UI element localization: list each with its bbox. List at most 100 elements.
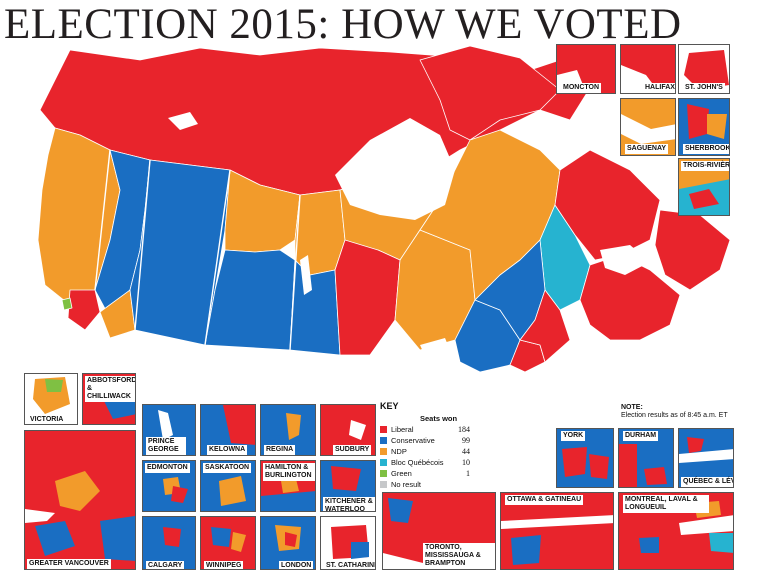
inset-trois-rivieres: TROIS-RIVIÈRES bbox=[678, 158, 730, 216]
legend-name-bloc: Bloc Québécois bbox=[391, 458, 444, 467]
inset-london-label: LONDON bbox=[279, 561, 314, 569]
inset-moncton: MONCTON bbox=[556, 44, 616, 94]
great-slave-lake bbox=[168, 112, 198, 130]
inset-hamilton: HAMILTON & BURLINGTON bbox=[260, 460, 316, 512]
legend-seats-liberal: 184 bbox=[458, 425, 470, 434]
inset-york: YORK bbox=[556, 428, 614, 488]
inset-st-johns: ST. JOHN'S bbox=[678, 44, 730, 94]
inset-durham-label: DURHAM bbox=[623, 431, 659, 441]
inset-winnipeg-label: WINNIPEG bbox=[204, 561, 244, 569]
inset-sherbrooke: SHERBROOKE bbox=[678, 98, 730, 156]
inset-halifax-label: HALIFAX bbox=[643, 83, 675, 93]
inset-ottawa-label: OTTAWA & GATINEAU bbox=[505, 495, 584, 505]
inset-st-catharines: ST. CATHARINES bbox=[320, 516, 376, 570]
inset-saguenay: SAGUENAY bbox=[620, 98, 676, 156]
inset-halifax: HALIFAX bbox=[620, 44, 676, 94]
legend-row-ndp: NDP 44 bbox=[380, 447, 478, 457]
legend-seats-header: Seats won bbox=[420, 414, 458, 423]
inset-prince-george: PRINCE GEORGE bbox=[142, 404, 196, 456]
inset-abbotsford: ABBOTSFORD & CHILLIWACK bbox=[82, 373, 136, 425]
inset-saskatoon: SASKATOON bbox=[200, 460, 256, 512]
legend-seats-green: 1 bbox=[466, 469, 470, 478]
inset-calgary: CALGARY bbox=[142, 516, 196, 570]
inset-st-johns-label: ST. JOHN'S bbox=[683, 83, 725, 93]
inset-sudbury-label: SUDBURY bbox=[333, 445, 372, 455]
inset-quebec-label: QUÉBEC & LÉVIS bbox=[681, 477, 733, 487]
canada-national-map bbox=[37, 45, 731, 373]
inset-greater-vancouver-label: GREATER VANCOUVER bbox=[27, 559, 111, 569]
inset-greater-vancouver: GREATER VANCOUVER bbox=[24, 430, 136, 570]
legend-row-liberal: Liberal 184 bbox=[380, 425, 478, 435]
inset-moncton-label: MONCTON bbox=[561, 83, 602, 93]
inset-sherbrooke-label: SHERBROOKE bbox=[683, 144, 729, 154]
inset-victoria: VICTORIA bbox=[24, 373, 78, 425]
legend-swatch-green bbox=[380, 470, 387, 477]
map-legend: KEY Seats won Liberal 184 Conservative 9… bbox=[380, 401, 478, 489]
water-bodies bbox=[168, 112, 650, 356]
legend-swatch-conservative bbox=[380, 437, 387, 444]
legend-name-no-result: No result bbox=[391, 480, 422, 489]
inset-montreal-label: MONTREAL, LAVAL & LONGUEUIL bbox=[623, 495, 709, 513]
page-title: ELECTION 2015: HOW WE VOTED bbox=[4, 1, 682, 48]
inset-greater-vancouver-map bbox=[25, 431, 135, 569]
riding-baffin-island bbox=[419, 45, 561, 141]
legend-name-green: Green bbox=[391, 469, 412, 478]
lake-winnipeg bbox=[300, 255, 312, 295]
inset-sudbury: SUDBURY bbox=[320, 404, 376, 456]
legend-swatch-ndp bbox=[380, 448, 387, 455]
legend-seats-bloc: 10 bbox=[462, 458, 470, 467]
inset-kitchener: KITCHENER & WATERLOO bbox=[320, 460, 376, 512]
inset-hamilton-map bbox=[261, 461, 315, 511]
legend-row-no-result: No result bbox=[380, 480, 478, 490]
inset-calgary-label: CALGARY bbox=[146, 561, 185, 569]
inset-winnipeg-map bbox=[201, 517, 255, 569]
inset-york-label: YORK bbox=[561, 431, 586, 441]
legend-name-ndp: NDP bbox=[391, 447, 407, 456]
legend-swatch-bloc bbox=[380, 459, 387, 466]
inset-st-catharines-label: ST. CATHARINES bbox=[324, 561, 375, 569]
province-borders bbox=[94, 149, 301, 351]
legend-seats-conservative: 99 bbox=[462, 436, 470, 445]
inset-winnipeg: WINNIPEG bbox=[200, 516, 256, 570]
inset-kelowna-label: KELOWNA bbox=[207, 445, 248, 455]
inset-durham: DURHAM bbox=[618, 428, 674, 488]
inset-saskatoon-label: SASKATOON bbox=[203, 463, 252, 473]
inset-montreal: MONTREAL, LAVAL & LONGUEUIL bbox=[618, 492, 734, 570]
note-text: Election results as of 8:45 a.m. ET bbox=[621, 412, 728, 419]
legend-row-green: Green 1 bbox=[380, 469, 478, 479]
riding-kenora-lib bbox=[334, 239, 401, 356]
inset-kitchener-label: KITCHENER & WATERLOO bbox=[323, 497, 375, 511]
gulf-st-lawrence bbox=[600, 245, 650, 275]
results-note: NOTE: Election results as of 8:45 a.m. E… bbox=[621, 404, 757, 420]
riding-green-saanich bbox=[61, 297, 73, 311]
riding-quebec-lib bbox=[519, 289, 571, 363]
inset-london: LONDON bbox=[260, 516, 316, 570]
inset-quebec: QUÉBEC & LÉVIS bbox=[678, 428, 734, 488]
inset-calgary-map bbox=[143, 517, 195, 569]
legend-swatch-liberal bbox=[380, 426, 387, 433]
riding-labrador bbox=[554, 149, 661, 261]
inset-hamilton-label: HAMILTON & BURLINGTON bbox=[263, 463, 315, 481]
legend-row-bloc: Bloc Québécois 10 bbox=[380, 458, 478, 468]
riding-manitoba-south-con bbox=[289, 259, 341, 356]
inset-regina: REGINA bbox=[260, 404, 316, 456]
lake-superior bbox=[420, 338, 450, 356]
legend-swatch-no-result bbox=[380, 481, 387, 488]
inset-edmonton: EDMONTON bbox=[142, 460, 196, 512]
legend-name-conservative: Conservative bbox=[391, 436, 435, 445]
inset-st-catharines-map bbox=[321, 517, 375, 569]
inset-ottawa: OTTAWA & GATINEAU bbox=[500, 492, 614, 570]
legend-name-liberal: Liberal bbox=[391, 425, 414, 434]
legend-row-conservative: Conservative 99 bbox=[380, 436, 478, 446]
riding-bc-coast-lib bbox=[67, 289, 101, 331]
note-heading: NOTE: bbox=[621, 404, 643, 411]
legend-title: KEY bbox=[380, 401, 399, 411]
inset-regina-label: REGINA bbox=[264, 445, 296, 455]
inset-abbotsford-label: ABBOTSFORD & CHILLIWACK bbox=[85, 376, 136, 402]
riding-newfoundland bbox=[654, 209, 731, 291]
ridings-layer bbox=[37, 45, 731, 373]
inset-toronto: TORONTO, MISSISSAUGA & BRAMPTON bbox=[382, 492, 496, 570]
inset-prince-george-label: PRINCE GEORGE bbox=[146, 437, 186, 455]
inset-london-map bbox=[261, 517, 315, 569]
legend-seats-ndp: 44 bbox=[462, 447, 470, 456]
